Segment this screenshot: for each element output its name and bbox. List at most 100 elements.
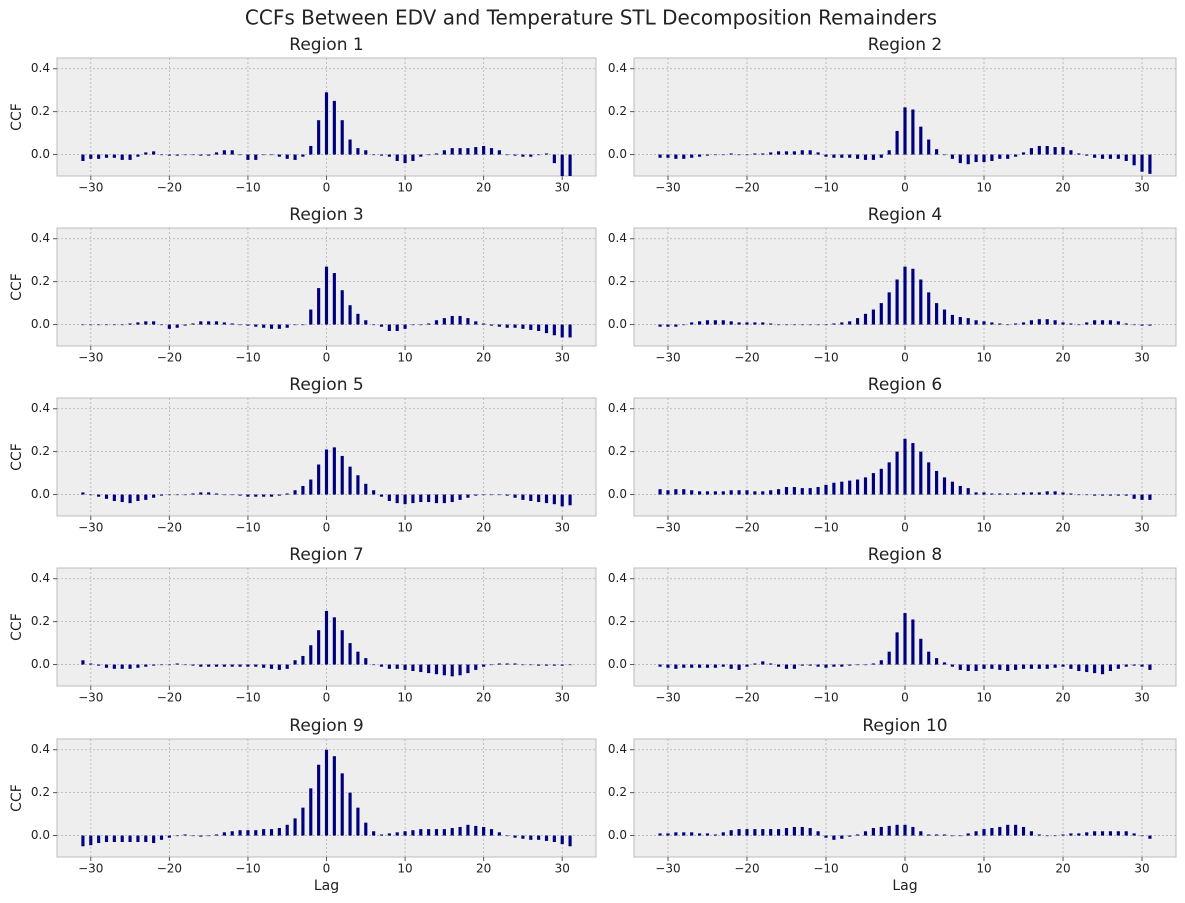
bar	[1021, 152, 1026, 155]
bar	[497, 832, 501, 836]
x-tick-label: 30	[555, 691, 570, 705]
bar	[1140, 664, 1144, 667]
bar	[120, 664, 124, 669]
bar	[364, 150, 368, 155]
bar	[848, 664, 852, 666]
x-tick-label: −10	[813, 181, 838, 195]
bar	[1100, 494, 1105, 496]
bar	[364, 658, 368, 665]
bar	[895, 130, 899, 155]
bar	[372, 664, 376, 666]
bar	[175, 324, 179, 328]
bar	[1021, 826, 1026, 836]
bar	[927, 139, 931, 155]
bar	[1093, 320, 1097, 325]
bar	[112, 664, 116, 669]
bar	[1140, 154, 1144, 172]
bar	[230, 150, 234, 155]
bar	[317, 630, 321, 665]
bar	[792, 826, 796, 836]
bar	[246, 154, 250, 160]
subplot-title: Region 8	[868, 545, 942, 565]
bar	[974, 664, 978, 671]
bar	[89, 324, 93, 326]
bar	[474, 825, 478, 836]
bar	[919, 279, 923, 325]
bar	[784, 828, 789, 836]
bar	[458, 148, 462, 155]
bar	[761, 153, 765, 155]
y-tick-label: 0.0	[608, 828, 627, 842]
bar	[254, 830, 258, 836]
bar	[379, 324, 384, 327]
bar	[705, 833, 710, 836]
bar	[800, 664, 804, 666]
bar	[808, 150, 812, 155]
bar	[411, 830, 415, 836]
bar	[89, 154, 93, 159]
bar	[450, 148, 454, 155]
bar	[104, 835, 109, 842]
bar	[958, 835, 962, 837]
bar	[745, 322, 749, 325]
bar	[1093, 154, 1097, 158]
bar	[301, 324, 305, 326]
y-axis-label: CCF	[9, 103, 25, 131]
bar	[863, 477, 868, 495]
bar	[895, 824, 899, 836]
bar	[434, 153, 439, 155]
bar	[792, 664, 796, 669]
x-tick-label: −20	[157, 862, 182, 876]
bar	[442, 150, 446, 155]
bar	[800, 826, 804, 836]
y-tick-label: 0.0	[608, 657, 627, 671]
bar	[505, 835, 509, 837]
bar	[737, 322, 741, 325]
bar	[1077, 664, 1081, 671]
bar	[505, 663, 509, 665]
bar	[682, 489, 686, 495]
bar	[356, 475, 360, 495]
bar	[1061, 492, 1065, 495]
bar	[808, 324, 812, 326]
bar	[927, 651, 931, 665]
bar	[293, 660, 297, 665]
x-tick-label: −20	[157, 181, 182, 195]
bar	[246, 324, 250, 326]
bar	[1077, 833, 1081, 836]
bar	[816, 324, 820, 326]
bar	[1108, 154, 1113, 159]
bar	[167, 494, 171, 496]
x-tick-label: −10	[235, 351, 260, 365]
bar	[89, 494, 93, 496]
bar	[769, 152, 773, 155]
bar	[856, 834, 860, 836]
bar	[474, 494, 478, 496]
bar	[497, 494, 501, 496]
bar	[104, 324, 109, 326]
x-tick-label: 0	[901, 862, 909, 876]
y-tick-label: 0.2	[608, 274, 627, 288]
y-tick-label: 0.0	[31, 828, 50, 842]
y-tick-label: 0.2	[608, 444, 627, 458]
bar	[246, 830, 250, 836]
bar	[262, 324, 266, 328]
x-tick-label: 20	[1055, 181, 1070, 195]
bar	[674, 832, 678, 836]
bar	[434, 829, 439, 836]
bar	[497, 324, 501, 327]
y-tick-label: 0.2	[608, 614, 627, 628]
x-tick-label: 0	[901, 521, 909, 535]
bar	[674, 489, 678, 495]
bar	[277, 664, 281, 670]
bar	[800, 488, 804, 495]
bar	[1140, 494, 1144, 500]
bar	[411, 324, 415, 326]
bar	[458, 826, 462, 836]
bar	[230, 494, 234, 496]
bar	[309, 788, 313, 836]
bar	[419, 324, 423, 326]
bar	[1045, 319, 1049, 325]
bar	[89, 663, 93, 665]
bar	[674, 324, 678, 327]
